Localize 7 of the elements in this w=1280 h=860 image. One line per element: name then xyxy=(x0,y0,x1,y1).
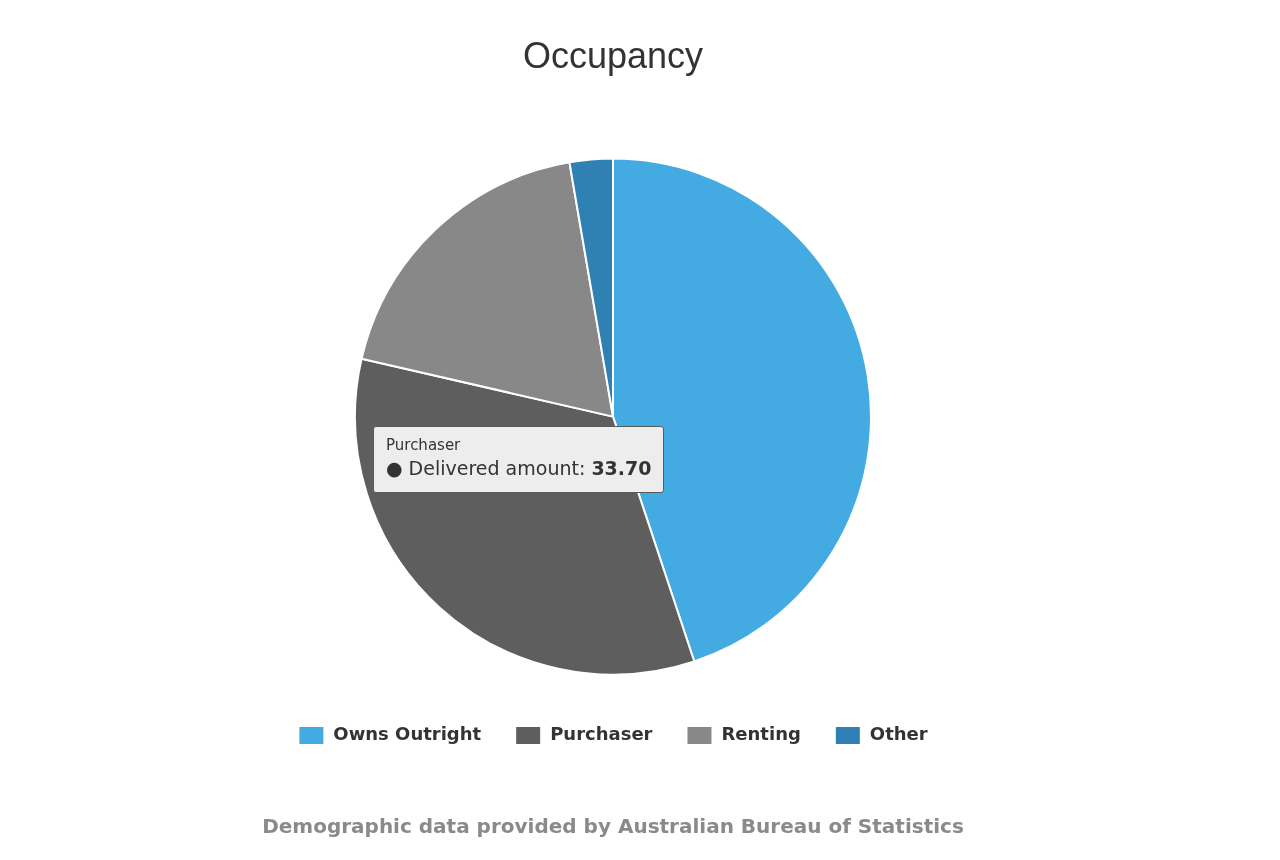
legend-label: Other xyxy=(869,723,928,745)
chart-title: Occupancy xyxy=(522,34,704,76)
tooltip: Purchaser ● Delivered amount: 33.70 xyxy=(373,426,665,493)
legend-label: Purchaser xyxy=(550,723,653,745)
legend-label: Owns Outright xyxy=(333,723,482,745)
text: Demographic data provided by Australian Bureau of Statistics xyxy=(261,814,965,838)
legend-label: Renting xyxy=(721,723,801,745)
